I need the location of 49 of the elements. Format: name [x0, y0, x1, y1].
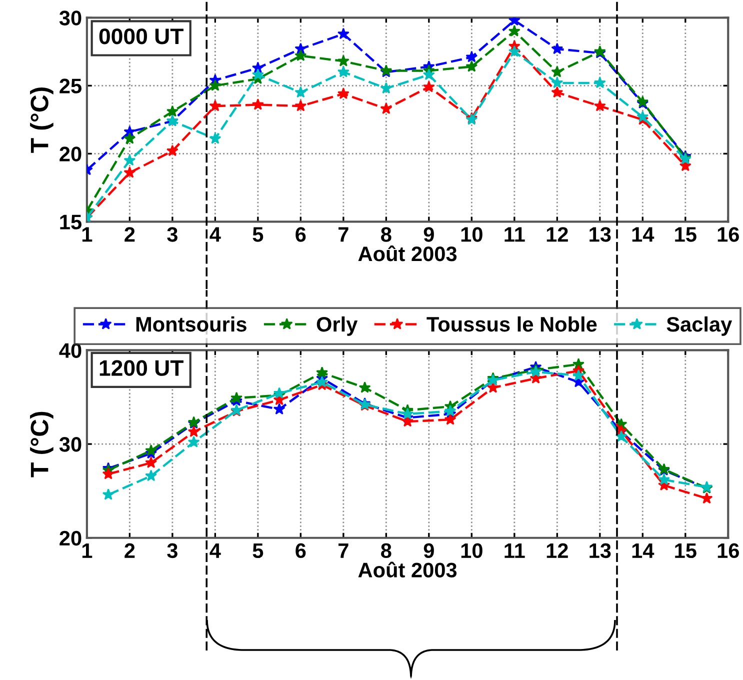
x-tick-label: 8: [381, 227, 392, 242]
y-axis-title: T (°C): [30, 412, 54, 478]
x-tick-label: 1: [82, 544, 92, 558]
legend-label: Saclay: [666, 316, 732, 336]
x-tick-label: 4: [210, 227, 221, 242]
x-tick-label: 3: [167, 227, 178, 242]
x-tick-label: 9: [424, 543, 434, 558]
annotation: 1200 UT: [100, 360, 184, 376]
y-tick-label: 40: [59, 343, 82, 358]
x-tick-label: 16: [718, 543, 739, 558]
x-tick-label: 15: [675, 544, 696, 558]
y-tick-label: 30: [59, 437, 82, 452]
x-tick-label: 7: [338, 544, 348, 558]
x-tick-label: 16: [718, 227, 739, 242]
y-tick-label: 25: [60, 78, 82, 94]
x-tick-label: 11: [504, 544, 525, 558]
x-tick-label: 6: [296, 543, 306, 558]
y-tick-label: 20: [60, 530, 82, 546]
annotation: 0000 UT: [99, 28, 184, 44]
x-tick-label: 10: [461, 227, 482, 242]
x-tick-label: 13: [590, 543, 611, 558]
x-tick-label: 5: [252, 227, 264, 242]
x-tick-label: 6: [296, 227, 306, 242]
x-tick-label: 13: [590, 227, 611, 242]
legend-label: Orly: [316, 316, 358, 336]
x-axis-title: Août 2003: [358, 246, 457, 262]
x-axis-title: Août 2003: [358, 562, 457, 578]
y-tick-label: 30: [59, 10, 82, 26]
legend-label: Montsouris: [136, 316, 246, 332]
x-tick-label: 10: [461, 543, 482, 558]
x-tick-label: 3: [167, 543, 178, 558]
x-tick-label: 12: [546, 227, 568, 242]
x-tick-label: 12: [546, 543, 568, 558]
x-tick-label: 11: [504, 227, 525, 242]
x-tick-label: 7: [338, 227, 348, 242]
y-tick-label: 20: [60, 146, 82, 162]
y-axis-title: T (°C): [30, 87, 54, 153]
x-tick-label: 4: [210, 544, 221, 558]
x-tick-label: 15: [675, 227, 696, 242]
x-tick-label: 2: [124, 227, 135, 242]
x-tick-label: 8: [381, 543, 392, 558]
x-tick-label: 14: [632, 227, 654, 242]
x-tick-label: 2: [124, 543, 135, 558]
y-tick-label: 15: [60, 214, 82, 230]
x-tick-label: 9: [424, 227, 434, 242]
x-tick-label: 14: [632, 544, 654, 558]
x-tick-label: 1: [82, 227, 92, 242]
x-tick-label: 5: [252, 544, 264, 558]
legend-label: Toussus le Noble: [426, 316, 597, 332]
